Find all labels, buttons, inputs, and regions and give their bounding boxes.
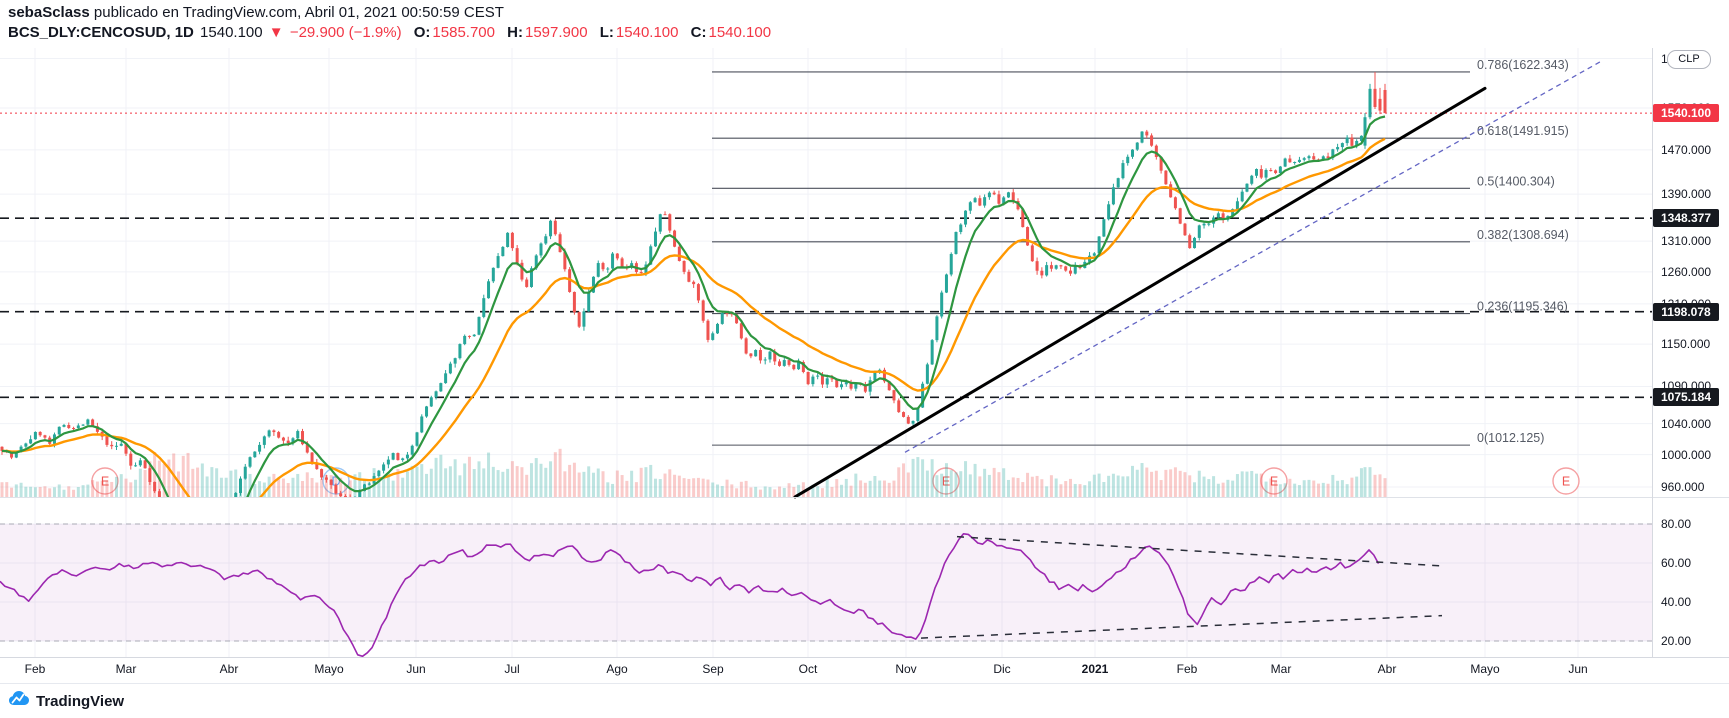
svg-text:0.5(1400.304): 0.5(1400.304)	[1477, 174, 1555, 188]
time-axis-label: Feb	[24, 662, 46, 676]
rsi-band-fill	[0, 523, 1652, 642]
chart-header: sebaSclass publicado en TradingView.com,…	[8, 3, 773, 43]
footer: TradingView	[8, 689, 124, 713]
svg-text:D: D	[331, 475, 340, 489]
rsi-series	[0, 532, 1380, 657]
time-axis-label: Mayo	[1470, 662, 1500, 676]
svg-text:0.382(1308.694): 0.382(1308.694)	[1477, 228, 1569, 242]
symbol-name[interactable]: BCS_DLY:CENCOSUD, 1D	[8, 24, 194, 41]
horizontal-levels[interactable]: 0.786(1622.343) 0.618(1491.915) 0.5(1400.3…	[0, 58, 1652, 446]
tradingview-brand-text[interactable]: TradingView	[36, 692, 125, 710]
event-markers[interactable]: EDEEE	[91, 467, 1580, 495]
time-axis-label: Dic	[993, 662, 1011, 676]
time-axis-label: Ago	[606, 662, 628, 676]
close-value: 1540.100	[708, 24, 772, 41]
svg-text:E: E	[942, 475, 950, 489]
time-axis-label: Sep	[702, 662, 724, 676]
time-axis-label: Jul	[504, 662, 520, 676]
price-badge: 1075.184	[1653, 388, 1719, 407]
price-axis-label: 1310.000	[1661, 234, 1712, 249]
price-axis-label: 1390.000	[1661, 187, 1712, 202]
publish-line: sebaSclass publicado en TradingView.com,…	[8, 3, 773, 23]
moving-averages	[1, 115, 1386, 497]
rsi-axis-label: 80.00	[1661, 517, 1692, 531]
price-axis-label: 1000.000	[1661, 447, 1712, 462]
price-axis-label: 1040.000	[1661, 416, 1712, 431]
svg-text:0.236(1195.346): 0.236(1195.346)	[1477, 300, 1568, 314]
time-axis-label: Mar	[1270, 662, 1292, 676]
volume-series	[0, 448, 1387, 497]
svg-text:E: E	[1562, 475, 1570, 489]
currency-toggle-button[interactable]: CLP	[1667, 50, 1711, 69]
pane-separator[interactable]	[0, 497, 1729, 498]
svg-text:E: E	[1270, 475, 1278, 489]
price-axis-label: 1260.000	[1661, 264, 1712, 279]
time-axis-label: Feb	[1176, 662, 1198, 676]
time-axis-label: Abr	[219, 662, 239, 676]
price-change: −29.900 (−1.9%)	[289, 24, 402, 41]
last-price: 1540.100	[200, 24, 263, 41]
time-axis-label: 2021	[1081, 662, 1109, 676]
high-value: 1597.900	[525, 24, 588, 41]
chart-canvas[interactable]: E D E E E 0.786(1622.343) 0.618(1491.915) 0.5(…	[0, 0, 1652, 657]
time-axis-label: Mayo	[314, 662, 344, 676]
time-axis[interactable]: Feb Mar Abr Mayo Jun Jul Ago Sep Oct Nov Dic 2021 Fe…	[0, 657, 1729, 684]
author-name: sebaSclass	[8, 4, 90, 21]
price-axis-label: 1470.000	[1661, 142, 1712, 157]
rsi-axis-label: 20.00	[1661, 634, 1692, 648]
down-arrow-icon: ▼	[268, 24, 284, 41]
svg-text:E: E	[101, 475, 109, 489]
svg-text:0.618(1491.915): 0.618(1491.915)	[1477, 124, 1569, 138]
publish-info: publicado en TradingView.com, Abril 01, …	[89, 4, 504, 21]
open-value: 1585.700	[432, 24, 495, 41]
symbol-line: BCS_DLY:CENCOSUD, 1D 1540.100 ▼ −29.900 …	[8, 23, 773, 43]
time-axis-label: Oct	[798, 662, 818, 676]
svg-text:0(1012.125): 0(1012.125)	[1477, 431, 1544, 445]
price-axis-label: 960.000	[1661, 479, 1705, 494]
time-axis-label: Abr	[1377, 662, 1397, 676]
low-label: L:	[599, 24, 614, 41]
rsi-axis-label: 40.00	[1661, 595, 1692, 609]
time-axis-label: Mar	[115, 662, 137, 676]
price-badge: 1540.100	[1653, 104, 1719, 123]
price-badge: 1348.377	[1653, 209, 1719, 228]
price-axis[interactable]: 1650.0001550.0001470.0001390.0001310.000…	[1652, 48, 1729, 657]
price-badge: 1198.078	[1653, 302, 1719, 321]
time-axis-label: Nov	[895, 662, 917, 676]
candlestick-series	[0, 71, 1387, 497]
price-axis-pane-separator	[1653, 497, 1729, 498]
tradingview-logo-icon[interactable]	[8, 689, 30, 714]
open-label: O:	[413, 24, 431, 41]
high-label: H:	[507, 24, 523, 41]
svg-text:0.786(1622.343): 0.786(1622.343)	[1477, 58, 1569, 72]
rsi-axis-label: 60.00	[1661, 556, 1692, 570]
time-axis-label: Jun	[406, 662, 426, 676]
price-axis-label: 1150.000	[1661, 337, 1711, 352]
low-value: 1540.100	[615, 24, 679, 41]
trendline-drawings[interactable]	[793, 61, 1601, 639]
time-axis-label: Jun	[1568, 662, 1588, 676]
close-label: C:	[690, 24, 707, 41]
